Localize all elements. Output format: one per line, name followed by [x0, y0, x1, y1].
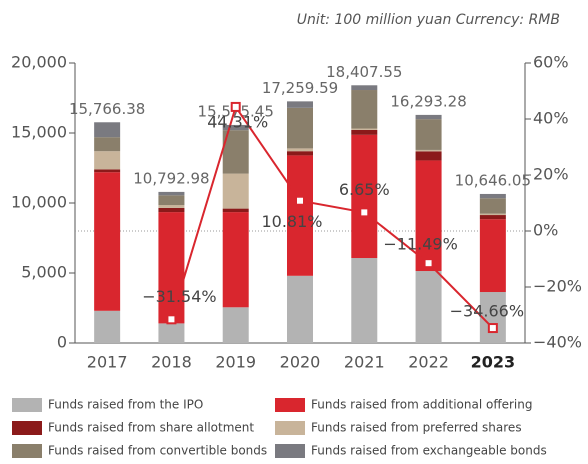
bar-segment	[351, 129, 378, 135]
bar-segment	[351, 134, 378, 259]
legend-swatch	[12, 421, 42, 435]
bar-segment	[479, 219, 506, 293]
y2-tick-label: −40%	[533, 333, 582, 352]
y2-tick-label: 40%	[533, 109, 569, 128]
bar-segment	[287, 155, 313, 276]
legend-label: Funds raised from share allotment	[48, 421, 254, 435]
y-tick-label: 10,000	[11, 193, 67, 212]
x-tick-label: 2018	[151, 353, 192, 372]
bar-segment	[415, 271, 442, 343]
bar-segment	[479, 213, 506, 216]
total-label: 16,293.28	[390, 92, 466, 110]
y2-tick-label: 60%	[533, 53, 569, 72]
bar-segment	[158, 191, 185, 196]
growth-label: −31.54%	[142, 287, 216, 306]
total-label: 15,766.38	[69, 100, 145, 118]
bar-segment	[222, 173, 249, 209]
bar-segment	[415, 114, 442, 120]
bar-segment	[351, 258, 378, 343]
total-label: 10,792.98	[133, 169, 209, 187]
legend-label: Funds raised from additional offering	[311, 398, 532, 412]
legend-label: Funds raised from exchangeable bonds	[311, 444, 547, 458]
legend-label: Funds raised from the IPO	[48, 398, 203, 412]
bar-segment	[287, 275, 313, 343]
bar-segment	[158, 207, 185, 213]
legend-swatch	[275, 398, 305, 412]
bar-segment	[94, 122, 121, 138]
bar-segment	[351, 90, 378, 129]
y2-tick-label: 0%	[533, 221, 558, 240]
growth-label: −11.49%	[383, 235, 457, 254]
bar-segment	[94, 151, 121, 170]
legend-swatch	[275, 444, 305, 458]
bar-segment	[479, 193, 506, 199]
x-tick-label: 2023	[471, 353, 516, 372]
growth-marker	[423, 258, 434, 269]
bar-segment	[94, 172, 121, 311]
x-tick-label: 2017	[87, 353, 128, 372]
subtitle: Unit: 100 million yuan Currency: RMB	[297, 12, 560, 28]
growth-label: −34.66%	[450, 302, 524, 321]
bar-segment	[479, 198, 506, 214]
bar-segment	[415, 160, 442, 272]
x-tick-label: 2022	[408, 353, 449, 372]
growth-marker	[230, 101, 241, 112]
bar-segment	[94, 169, 121, 173]
bar-segment	[158, 212, 185, 324]
y-tick-label: 5,000	[21, 263, 67, 282]
growth-marker	[487, 323, 498, 334]
bar-segment	[158, 205, 185, 208]
bar-segment	[94, 137, 121, 152]
legend-swatch	[12, 398, 42, 412]
bar-segment	[351, 128, 378, 130]
legend-label: Funds raised from preferred shares	[311, 421, 522, 435]
bar-segment	[479, 215, 506, 220]
bar-segment	[287, 107, 313, 149]
bar-segment	[415, 119, 442, 150]
bar-segment	[479, 292, 506, 343]
bar-segment	[94, 310, 121, 343]
growth-label: 10.81%	[261, 212, 322, 231]
growth-marker	[359, 207, 370, 218]
bar-segment	[287, 101, 313, 108]
total-label: 10,646.05	[455, 171, 531, 189]
growth-line	[170, 104, 494, 329]
bar-segment	[158, 195, 185, 206]
growth-marker	[166, 314, 177, 325]
x-tick-label: 2021	[344, 353, 385, 372]
bar-segment	[158, 323, 185, 343]
bar-segment	[351, 85, 378, 91]
growth-marker	[295, 195, 305, 206]
bar-segment	[222, 124, 249, 131]
growth-label: 44.31%	[207, 112, 268, 131]
y-tick-label: 20,000	[11, 53, 67, 72]
bar-segment	[287, 148, 313, 152]
bar-segment	[222, 212, 249, 308]
legend-swatch	[275, 421, 305, 435]
y2-tick-label: −20%	[533, 277, 582, 296]
legend-label: Funds raised from convertible bonds	[48, 444, 267, 458]
bar-segment	[287, 151, 313, 156]
total-label: 17,259.59	[262, 79, 338, 97]
growth-label: 6.65%	[339, 180, 390, 199]
legend-swatch	[12, 444, 42, 458]
y-tick-label: 15,000	[11, 123, 67, 142]
total-label: 18,407.55	[326, 63, 402, 81]
x-tick-label: 2020	[280, 353, 321, 372]
bar-segment	[222, 208, 249, 213]
y-tick-label: 0	[57, 333, 67, 352]
bar-segment	[415, 149, 442, 152]
y2-tick-label: 20%	[533, 165, 569, 184]
bar-segment	[222, 307, 249, 343]
bar-segment	[415, 151, 442, 161]
x-tick-label: 2019	[215, 353, 256, 372]
